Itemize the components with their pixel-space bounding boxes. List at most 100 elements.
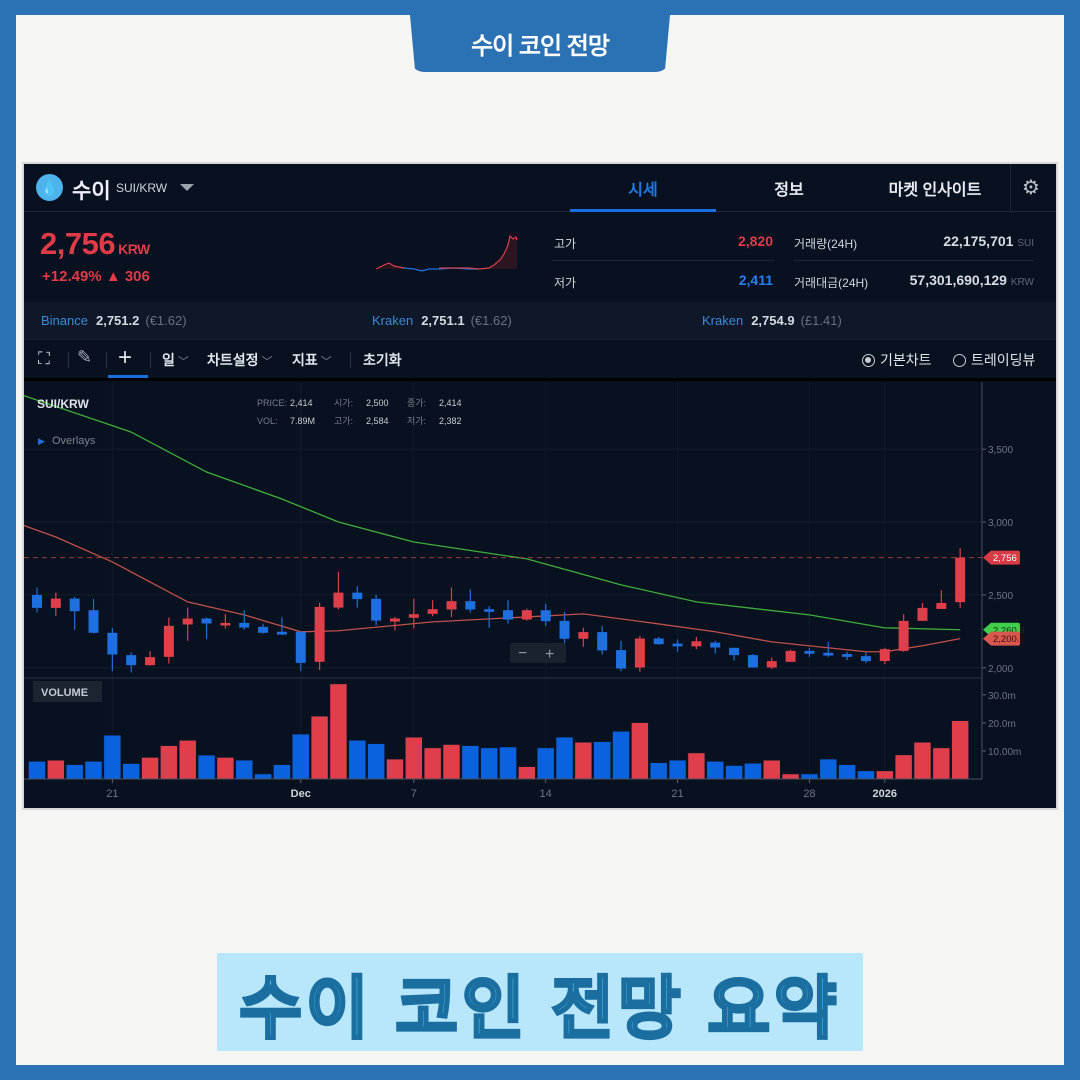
reset-button[interactable]: 초기화 xyxy=(363,352,402,368)
legend-low-label: 저가: xyxy=(407,416,426,426)
candle-body xyxy=(540,610,551,622)
overlays-label[interactable]: Overlays xyxy=(52,435,96,447)
candle-body xyxy=(653,638,664,645)
candlestick-chart[interactable]: 3,500 3,000 2,500 2,000 30.0m 20.0m 10.00m 21 De… xyxy=(24,382,1058,810)
candle-body xyxy=(898,620,909,651)
exchange-fiat: (€1.62) xyxy=(145,313,187,328)
volume-bar xyxy=(631,722,649,780)
candle-body xyxy=(484,609,495,612)
exchange-name: Binance xyxy=(41,313,88,328)
volume-bar xyxy=(913,741,932,780)
overlays-toggle-icon[interactable]: ▶ xyxy=(38,436,45,446)
pair-dropdown-caret-icon[interactable] xyxy=(180,184,194,191)
candle-body xyxy=(634,638,645,668)
volume-bar xyxy=(28,761,46,780)
tradingview-label: 트레이딩뷰 xyxy=(971,352,1036,368)
volume-bar xyxy=(536,747,555,780)
volume-bar xyxy=(612,731,630,780)
candle-body xyxy=(917,607,928,621)
candle-body xyxy=(69,598,80,612)
volume-bar xyxy=(838,764,856,780)
exchange-price-item[interactable]: Binance 2,751.2 (€1.62) xyxy=(41,313,187,328)
legend-open-value: 2,500 xyxy=(366,398,389,408)
volume-bar xyxy=(47,759,65,780)
volume-bar xyxy=(781,773,800,780)
tab-market-insight[interactable]: 마켓 인사이트 xyxy=(888,182,982,199)
crosshair-icon[interactable]: + xyxy=(118,344,133,371)
candle-body xyxy=(842,654,853,657)
legend-price-label: PRICE: xyxy=(257,398,287,408)
candle-body xyxy=(804,650,815,654)
exchange-price-item[interactable]: Kraken 2,751.1 (€1.62) xyxy=(372,313,512,328)
candle-body xyxy=(88,610,99,633)
exchange-price-item[interactable]: Kraken 2,754.9 (£1.41) xyxy=(702,313,842,328)
legend-vol-value: 7.89M xyxy=(290,416,315,426)
pencil-icon[interactable]: ✎ xyxy=(77,347,93,367)
tradingview-radio[interactable]: 트레이딩뷰 xyxy=(953,350,1035,370)
active-tab-indicator xyxy=(570,209,716,212)
volume-bar xyxy=(819,758,838,780)
exchange-widget: 💧 수이 SUI/KRW 시세 정보 마켓 인사이트 ⚙ 2,756 KRW +1… xyxy=(22,162,1058,810)
volume-bar xyxy=(499,746,517,780)
volume-24h-label: 거래량(24H) xyxy=(794,237,858,251)
volume-bar xyxy=(367,743,385,780)
volume-bar xyxy=(593,741,612,780)
candle-body xyxy=(597,632,608,651)
candle-body xyxy=(955,557,966,603)
indicators-dropdown[interactable]: 지표 ﹀ xyxy=(292,350,332,370)
divider xyxy=(794,260,1034,261)
candle-body xyxy=(427,609,438,614)
candle-body xyxy=(276,631,287,635)
chart-settings-dropdown[interactable]: 차트설정 ﹀ xyxy=(207,350,273,370)
candle-body xyxy=(672,643,683,647)
date-tick-label: 21 xyxy=(671,788,683,800)
fullscreen-icon[interactable]: ⛶ xyxy=(38,349,50,368)
chevron-down-icon: ﹀ xyxy=(261,356,273,368)
footer-title: 수이 코인 전망 요약 xyxy=(217,953,863,1051)
candle-body xyxy=(823,652,834,656)
widget-header: 💧 수이 SUI/KRW 시세 정보 마켓 인사이트 ⚙ xyxy=(24,164,1056,212)
turnover-number: 57,301,690,129 xyxy=(909,272,1007,288)
tab-info[interactable]: 정보 xyxy=(774,182,804,199)
volume-bar xyxy=(404,736,423,780)
volume-tick-label: 10.00m xyxy=(988,747,1021,758)
candle-body xyxy=(503,610,513,620)
exchange-prices-row: Binance 2,751.2 (€1.62) Kraken 2,751.1 (€1.6… xyxy=(24,302,1056,340)
zoom-out-button[interactable]: − xyxy=(518,645,527,662)
pair-label: SUI/KRW xyxy=(116,181,168,195)
low-label: 저가 xyxy=(554,276,577,290)
zoom-in-button[interactable]: + xyxy=(545,646,554,663)
volume-bar xyxy=(857,770,875,780)
volume-bar xyxy=(574,741,593,780)
volume-bar xyxy=(762,759,781,780)
exchange-price: 2,751.1 xyxy=(421,313,465,328)
legend-close-value: 2,414 xyxy=(439,398,462,408)
moving-average-long-line xyxy=(24,395,961,631)
turnover-unit: KRW xyxy=(1010,277,1034,288)
ma-short-price-tag-text: 2,200.1 xyxy=(993,634,1025,645)
volume-bar xyxy=(310,715,329,780)
tab-price[interactable]: 시세 xyxy=(628,182,658,199)
volume-bar xyxy=(235,759,254,780)
exchange-price: 2,754.9 xyxy=(751,313,795,328)
gear-icon[interactable]: ⚙ xyxy=(1022,177,1040,199)
banner-title: 수이 코인 전망 xyxy=(410,15,670,72)
high-value: 2,820 xyxy=(737,233,773,249)
candle-body xyxy=(879,649,890,662)
interval-dropdown[interactable]: 일 ﹀ xyxy=(162,350,189,370)
candle-body xyxy=(295,631,306,663)
basic-chart-radio[interactable]: 기본차트 xyxy=(862,350,932,370)
candle-body xyxy=(710,642,721,648)
volume-bar xyxy=(668,759,687,780)
volume-bar xyxy=(84,761,103,780)
volume-bar xyxy=(442,744,461,780)
candle-body xyxy=(785,650,796,662)
volume-bar xyxy=(386,758,404,780)
volume-tick-label: 30.0m xyxy=(988,691,1016,702)
volume-bar xyxy=(216,757,235,780)
chart-toolbar: ⛶ ✎ + 일 ﹀ 차트설정 ﹀ 지표 ﹀ 초기화 기본차트 트레이딩뷰 xyxy=(24,341,1056,381)
candle-body xyxy=(465,601,476,610)
candle-body xyxy=(446,601,457,610)
legend-low-value: 2,382 xyxy=(439,416,462,426)
volume-bar xyxy=(800,773,819,780)
